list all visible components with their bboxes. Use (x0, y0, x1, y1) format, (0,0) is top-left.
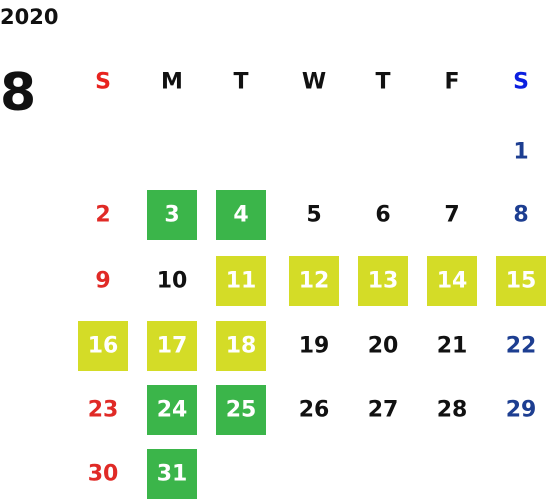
weekday-label: S (513, 70, 529, 95)
day: 8 (513, 203, 528, 228)
day: 4 (233, 203, 248, 228)
day: 26 (299, 398, 330, 423)
day-highlight (216, 256, 266, 306)
day: 29 (506, 398, 537, 423)
day: 7 (444, 203, 459, 228)
day: 9 (95, 269, 110, 294)
day-highlight (147, 385, 197, 435)
day-highlight (78, 321, 128, 371)
weekday-label: S (95, 70, 111, 95)
weekday-label: T (375, 70, 390, 95)
weekday-label: M (161, 70, 183, 95)
day: 15 (506, 269, 537, 294)
day-highlight (496, 256, 546, 306)
day: 18 (226, 334, 257, 359)
weekday-label: T (233, 70, 248, 95)
day-highlight (147, 449, 197, 499)
day: 28 (437, 398, 468, 423)
day: 24 (157, 398, 188, 423)
day: 31 (157, 462, 188, 487)
day: 14 (437, 269, 468, 294)
day: 20 (368, 334, 399, 359)
day: 27 (368, 398, 399, 423)
day: 21 (437, 334, 468, 359)
day: 3 (164, 203, 179, 228)
weekday-label: F (444, 70, 459, 95)
day-highlight (427, 256, 477, 306)
day: 30 (88, 462, 119, 487)
day: 25 (226, 398, 257, 423)
day: 1 (513, 140, 528, 165)
day-highlight (147, 190, 197, 240)
year: 2020 (0, 5, 58, 29)
month: 8 (0, 63, 36, 123)
day: 23 (88, 398, 119, 423)
day: 11 (226, 269, 257, 294)
day: 5 (306, 203, 321, 228)
day: 22 (506, 334, 537, 359)
day: 13 (368, 269, 399, 294)
day-highlight (358, 256, 408, 306)
day-highlight (147, 321, 197, 371)
weekday-label: W (302, 70, 326, 95)
day: 17 (157, 334, 188, 359)
day: 19 (299, 334, 330, 359)
day-highlight (289, 256, 339, 306)
day: 12 (299, 269, 330, 294)
day: 10 (157, 269, 188, 294)
day: 16 (88, 334, 119, 359)
day-highlight (216, 385, 266, 435)
day-highlight (216, 190, 266, 240)
day-highlight (216, 321, 266, 371)
day: 2 (95, 203, 110, 228)
day: 6 (375, 203, 390, 228)
